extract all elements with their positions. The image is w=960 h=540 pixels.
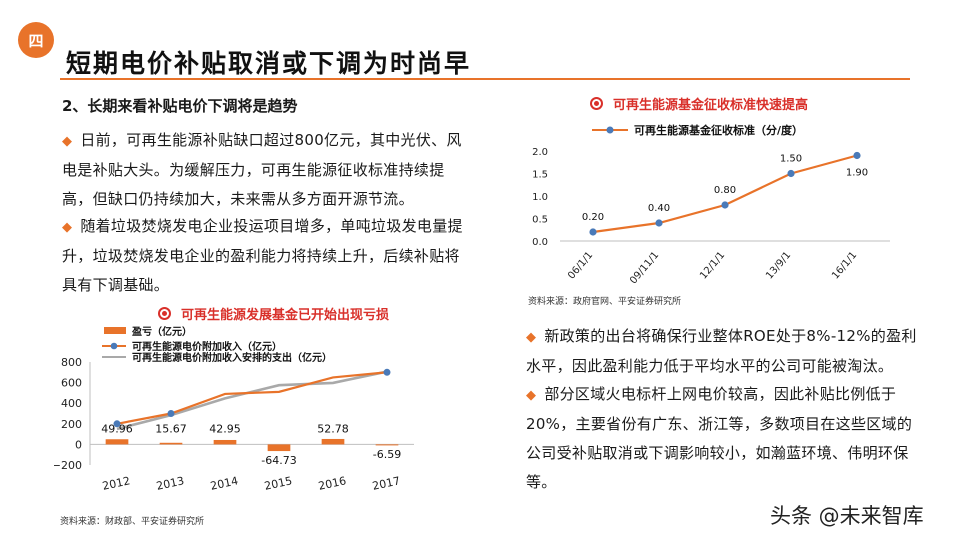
bar-data-label: 49.96 [101, 422, 133, 435]
x-tick-label: 13/9/1 [764, 250, 793, 282]
data-label: 0.40 [648, 203, 670, 214]
legend-bar-swatch [104, 327, 126, 334]
chart2-combo-chart: 盈亏（亿元） 可再生能源电价附加收入（亿元）可再生能源电价附加收入安排的支出（亿元… [54, 325, 414, 493]
left-bullet-2: ◆ 随着垃圾焚烧发电企业投运项目增多，单吨垃圾发电量提升，垃圾焚烧发电企业的盈利能… [62, 212, 470, 300]
legend-income-marker [110, 342, 118, 350]
legend-marker-swatch [606, 126, 614, 134]
section-heading: 2、长期来看补贴电价下调将是趋势 [62, 97, 298, 115]
diamond-bullet-icon: ◆ [62, 220, 73, 235]
target-icon [158, 307, 171, 320]
chart1-line-chart: 可再生能源基金征收标准（分/度） 0.0 0.5 1.0 1.5 2.0 06/1/1 09/… [532, 123, 890, 287]
bar-data-label: -64.73 [261, 454, 296, 467]
right-bullet-2-text: 部分区域火电标杆上网电价较高，因此补贴比例低于20%，主要省份有广东、浙江等，多… [526, 385, 913, 491]
diamond-bullet-icon: ◆ [62, 134, 73, 149]
data-point [589, 228, 597, 236]
y-tick-label: 400 [61, 397, 82, 410]
data-point [787, 169, 795, 178]
data-label: 1.90 [846, 168, 868, 179]
chart2-title: 可再生能源发展基金已开始出现亏损 [158, 304, 389, 323]
section-number-badge: 四 [18, 22, 54, 58]
bar [105, 439, 129, 445]
left-bullet-1-text: 日前，可再生能源补贴缺口超过800亿元，其中光伏、风电是补贴大头。为缓解压力，可… [62, 131, 462, 208]
bar-data-label: 15.67 [155, 422, 187, 435]
bar-data-label: 52.78 [317, 422, 349, 435]
series-line-income [116, 371, 388, 425]
left-bullet-2-text: 随着垃圾焚烧发电企业投运项目增多，单吨垃圾发电量提升，垃圾焚烧发电企业的盈利能力… [62, 217, 463, 294]
bar [159, 442, 183, 445]
chart1-title: 可再生能源基金征收标准快速提高 [590, 94, 808, 113]
x-tick-label: 06/1/1 [566, 250, 595, 282]
title-divider [60, 78, 910, 80]
target-icon [590, 97, 603, 110]
legend-spend-label: 可再生能源电价附加收入安排的支出（亿元） [132, 351, 332, 364]
legend-bar-label: 盈亏（亿元） [131, 325, 192, 338]
series-line-spend [116, 370, 388, 431]
y-tick-label: 800 [61, 356, 82, 369]
chart2-source: 资料来源：财政部、平安证券研究所 [60, 517, 205, 527]
legend-label: 可再生能源基金征收标准（分/度） [634, 123, 803, 137]
watermark: 头条 @未来智库 [770, 504, 924, 528]
data-label: 0.80 [714, 185, 736, 196]
data-point [383, 368, 391, 376]
right-bullet-1: ◆ 新政策的出台将确保行业整体ROE处于8%-12%的盈利水平，因此盈利能力低于平… [526, 322, 918, 381]
x-tick-label: 16/1/1 [830, 250, 859, 282]
chart1-title-text: 可再生能源基金征收标准快速提高 [613, 98, 809, 113]
x-tick-label: 12/1/1 [698, 250, 727, 282]
data-point [167, 410, 175, 417]
right-bullet-2: ◆ 部分区域火电标杆上网电价较高，因此补贴比例低于20%，主要省份有广东、浙江等，… [526, 380, 918, 497]
data-point [655, 219, 663, 227]
x-tick-label: 2015 [263, 474, 293, 493]
x-tick-label: 2017 [371, 474, 401, 493]
page-title: 短期电价补贴取消或下调为时尚早 [66, 49, 472, 78]
data-label: 0.20 [582, 212, 604, 223]
bar-data-label: -6.59 [373, 448, 401, 461]
y-tick-label: 0 [75, 438, 82, 451]
y-tick-label: 0.0 [532, 237, 548, 248]
x-tick-label: 2014 [209, 474, 239, 493]
bar [375, 444, 399, 446]
bar-data-label: 42.95 [209, 422, 241, 435]
y-tick-label: 2.0 [532, 147, 548, 158]
y-tick-label: 600 [61, 377, 82, 390]
right-bullet-1-text: 新政策的出台将确保行业整体ROE处于8%-12%的盈利水平，因此盈利能力低于平均… [526, 327, 917, 375]
legend-income-label: 可再生能源电价附加收入（亿元） [132, 340, 282, 353]
data-point [113, 420, 121, 428]
x-tick-label: 2013 [155, 474, 185, 493]
data-point [721, 201, 729, 209]
y-tick-label: 1.0 [532, 192, 548, 203]
y-tick-label: 200 [61, 418, 82, 431]
y-tick-label: 0.5 [532, 215, 548, 226]
bar [267, 444, 291, 452]
y-tick-label: 1.5 [532, 170, 548, 181]
x-tick-label: 09/11/1 [628, 250, 661, 287]
x-tick-label: 2012 [101, 474, 131, 493]
diamond-bullet-icon: ◆ [526, 330, 537, 345]
chart1-source: 资料来源：政府官网、平安证券研究所 [528, 297, 682, 307]
x-tick-label: 2016 [317, 474, 347, 493]
data-point [853, 151, 861, 160]
data-label: 1.50 [780, 154, 802, 165]
chart2-title-text: 可再生能源发展基金已开始出现亏损 [181, 308, 390, 323]
left-bullet-1: ◆ 日前，可再生能源补贴缺口超过800亿元，其中光伏、风电是补贴大头。为缓解压力，… [62, 126, 470, 214]
y-tick-label: −200 [54, 459, 82, 472]
bar [321, 438, 345, 445]
diamond-bullet-icon: ◆ [526, 388, 537, 403]
bar [213, 439, 237, 445]
